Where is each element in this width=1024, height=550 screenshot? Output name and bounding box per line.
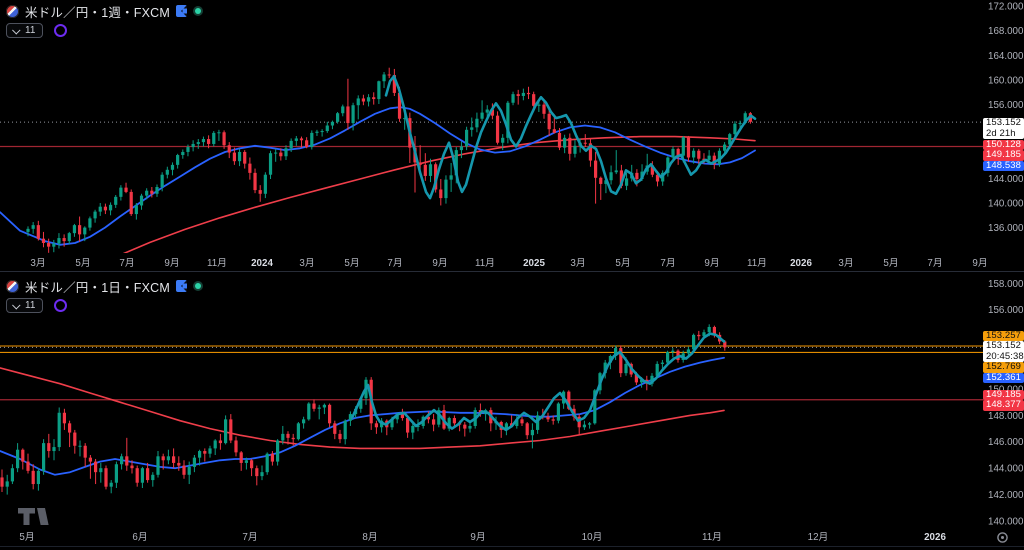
- flag-icon: [175, 5, 187, 17]
- indicators-collapse-button[interactable]: 11: [6, 23, 44, 38]
- symbol-title[interactable]: 米ドル／円・1週・FXCM: [25, 5, 170, 20]
- svg-text:11月: 11月: [702, 531, 722, 543]
- svg-text:172.000: 172.000: [988, 2, 1024, 13]
- svg-text:156.000: 156.000: [988, 100, 1024, 111]
- hline-red-label[interactable]: 149.185: [983, 149, 1024, 161]
- svg-text:11月: 11月: [207, 257, 227, 269]
- svg-text:140.000: 140.000: [988, 516, 1024, 527]
- axis-settings-icon[interactable]: [996, 531, 1009, 544]
- hline-red-label[interactable]: 149.185: [983, 389, 1024, 400]
- weekly-pane-header: 米ドル／円・1週・FXCM 11: [6, 3, 203, 38]
- svg-text:2024: 2024: [251, 258, 273, 269]
- svg-text:164.000: 164.000: [988, 51, 1024, 62]
- ma-teal: [350, 332, 726, 432]
- symbol-logo: [6, 4, 19, 18]
- time-axis-labels: 3月 5月 7月 9月 11月 2024 3月 5月 7月 9月 11月 2025 3月 5月 7月 9月 11…: [30, 257, 987, 269]
- time-scale-daily[interactable]: [0, 528, 984, 546]
- svg-text:142.000: 142.000: [988, 490, 1024, 501]
- svg-text:5月: 5月: [19, 531, 34, 543]
- svg-text:136.000: 136.000: [988, 223, 1024, 234]
- indicator-loading-icon: [54, 24, 68, 37]
- ma-red: [0, 367, 725, 450]
- svg-text:2025: 2025: [523, 258, 545, 269]
- svg-text:11月: 11月: [475, 257, 495, 269]
- hline-orange-label-2[interactable]: 152.769: [983, 361, 1024, 373]
- svg-text:12月: 12月: [808, 531, 829, 543]
- svg-text:5月: 5月: [75, 257, 90, 269]
- market-status-icon[interactable]: [192, 281, 203, 291]
- weekly-candles: [26, 67, 752, 253]
- svg-text:5月: 5月: [883, 257, 898, 269]
- hidden-indicators-count: 11: [25, 25, 36, 36]
- ma-teal: [384, 75, 757, 200]
- symbol-logo: [6, 279, 19, 293]
- last-price-label[interactable]: 153.152 20:45:38: [983, 340, 1024, 362]
- svg-text:8月: 8月: [362, 531, 377, 543]
- svg-text:3月: 3月: [30, 257, 45, 269]
- svg-text:9月: 9月: [704, 257, 719, 269]
- svg-text:7月: 7月: [927, 257, 942, 269]
- bottom-border: [0, 546, 1024, 547]
- indicators-collapse-button[interactable]: 11: [6, 298, 44, 313]
- svg-text:11月: 11月: [747, 257, 767, 269]
- tradingview-logo[interactable]: [18, 508, 60, 528]
- market-status-icon[interactable]: [192, 6, 203, 16]
- weekly-pane[interactable]: [0, 67, 984, 256]
- last-price-label[interactable]: 153.152 2d 21h: [983, 117, 1024, 139]
- chevron-down-icon: [12, 25, 21, 35]
- svg-text:9月: 9月: [470, 531, 485, 543]
- ma-red: [122, 135, 756, 253]
- svg-text:5月: 5月: [615, 257, 630, 269]
- svg-text:10月: 10月: [582, 531, 603, 543]
- time-scale-weekly[interactable]: [0, 254, 984, 272]
- svg-text:7月: 7月: [119, 257, 134, 269]
- svg-text:144.000: 144.000: [988, 464, 1024, 475]
- svg-text:2026: 2026: [790, 258, 812, 269]
- svg-text:2026: 2026: [924, 532, 946, 543]
- svg-text:168.000: 168.000: [988, 26, 1024, 37]
- svg-text:158.000: 158.000: [988, 279, 1024, 290]
- time-axis-labels: 5月 6月 7月 8月 9月 10月 11月 12月 2026: [19, 531, 946, 543]
- pane-separator[interactable]: [0, 271, 1024, 272]
- ma-red-label[interactable]: 148.377: [983, 399, 1024, 411]
- chevron-down-icon: [12, 300, 21, 310]
- svg-text:9月: 9月: [432, 257, 447, 269]
- ma-blue-label[interactable]: 148.538: [983, 160, 1024, 171]
- svg-text:7月: 7月: [242, 531, 257, 543]
- svg-text:3月: 3月: [570, 257, 585, 269]
- svg-text:156.000: 156.000: [988, 305, 1024, 316]
- daily-pane[interactable]: [0, 324, 984, 495]
- svg-text:5月: 5月: [344, 257, 359, 269]
- svg-text:9月: 9月: [972, 257, 987, 269]
- daily-candles: [0, 324, 727, 495]
- svg-text:160.000: 160.000: [988, 75, 1024, 86]
- flag-icon: [175, 280, 187, 292]
- hidden-indicators-count: 11: [25, 300, 36, 311]
- svg-text:3月: 3月: [299, 257, 314, 269]
- daily-pane-header: 米ドル／円・1日・FXCM 11: [6, 278, 203, 313]
- svg-text:9月: 9月: [164, 257, 179, 269]
- svg-text:144.000: 144.000: [988, 174, 1024, 185]
- svg-text:7月: 7月: [387, 257, 402, 269]
- symbol-title[interactable]: 米ドル／円・1日・FXCM: [25, 280, 170, 295]
- svg-text:148.000: 148.000: [988, 411, 1024, 422]
- svg-text:7月: 7月: [660, 257, 675, 269]
- hline-orange-label-1[interactable]: 153.257: [983, 330, 1024, 341]
- ma-blue-label[interactable]: 152.361: [983, 372, 1024, 383]
- ma-blue: [0, 356, 725, 476]
- ma-red-label[interactable]: 150.128: [983, 139, 1024, 150]
- price-scale[interactable]: 153.152 2d 21h 150.128 149.185 148.538 153.25…: [983, 0, 1024, 550]
- svg-text:146.000: 146.000: [988, 437, 1024, 448]
- svg-text:6月: 6月: [132, 531, 147, 543]
- svg-text:140.000: 140.000: [988, 198, 1024, 209]
- svg-text:3月: 3月: [838, 257, 853, 269]
- indicator-loading-icon: [54, 299, 68, 312]
